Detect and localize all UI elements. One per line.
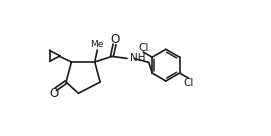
Text: O: O [50,87,59,100]
Text: NH: NH [130,53,146,63]
Text: Cl: Cl [138,43,149,53]
Text: O: O [110,33,120,46]
Text: Me: Me [91,40,104,49]
Text: Cl: Cl [183,78,194,88]
